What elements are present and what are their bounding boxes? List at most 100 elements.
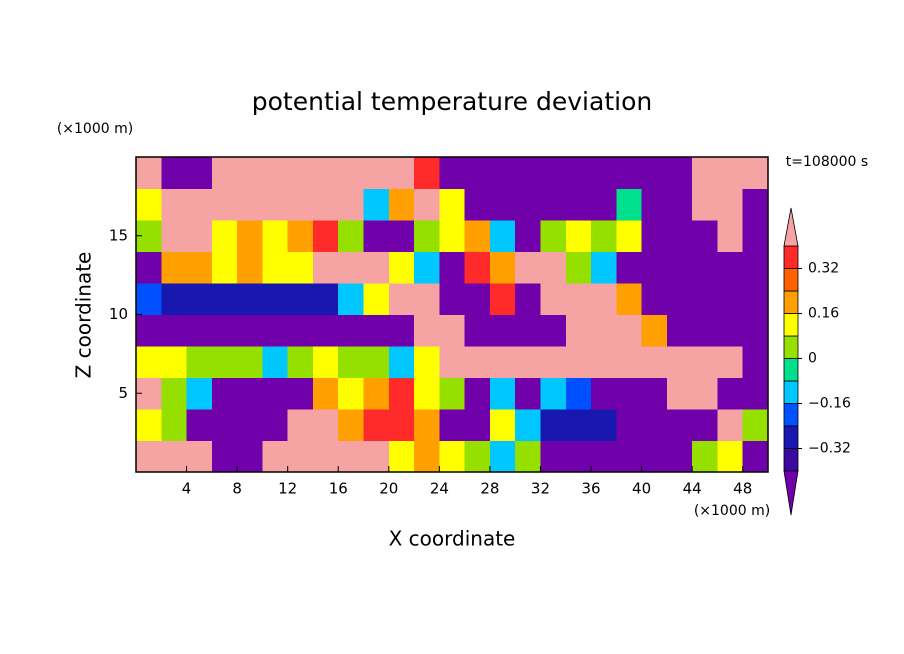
contour-cell xyxy=(616,314,643,347)
contour-cell xyxy=(591,188,617,221)
x-tick-label: 16 xyxy=(329,480,348,498)
contour-cell xyxy=(616,346,643,378)
contour-cell xyxy=(717,346,744,378)
contour-cell xyxy=(515,251,541,284)
x-unit: (×1000 m) xyxy=(694,503,770,519)
contour-cell xyxy=(515,188,541,221)
contour-cell xyxy=(742,314,769,347)
contour-cell xyxy=(717,314,744,347)
contour-cell xyxy=(363,440,390,473)
colorbar-band xyxy=(783,380,799,404)
contour-cell xyxy=(742,377,769,410)
contour-cell xyxy=(641,251,668,284)
contour-cell xyxy=(565,346,592,378)
contour-cell xyxy=(363,377,390,410)
contour-cell xyxy=(363,283,390,315)
contour-cell xyxy=(312,251,339,284)
contour-cell xyxy=(666,188,693,221)
contour-cell xyxy=(540,377,567,410)
x-tick-label: 24 xyxy=(430,480,449,498)
contour-cell xyxy=(388,220,415,252)
contour-cell xyxy=(136,157,162,189)
contour-cell xyxy=(312,188,339,221)
contour-cell xyxy=(666,314,693,347)
contour-cell xyxy=(262,409,289,441)
contour-cell xyxy=(591,409,617,441)
contour-cell xyxy=(464,251,491,284)
contour-cell xyxy=(692,251,718,284)
contour-cell xyxy=(717,283,744,315)
contour-cell xyxy=(136,314,162,347)
contour-cell xyxy=(414,283,440,315)
x-tick-label: 4 xyxy=(182,480,192,498)
y-unit: (×1000 m) xyxy=(57,121,133,137)
contour-cell xyxy=(666,377,693,410)
x-tick-label: 12 xyxy=(278,480,297,498)
contour-cell xyxy=(439,251,466,284)
contour-cell xyxy=(540,188,567,221)
contour-cell xyxy=(489,157,516,189)
contour-cell xyxy=(565,188,592,221)
contour-cell xyxy=(161,220,188,252)
contour-cell xyxy=(591,220,617,252)
contour-cell xyxy=(515,283,541,315)
contour-cell xyxy=(591,377,617,410)
contour-cell xyxy=(666,346,693,378)
contour-cell xyxy=(388,188,415,221)
contour-cell xyxy=(666,409,693,441)
contour-cell xyxy=(287,220,314,252)
contour-cell xyxy=(414,377,440,410)
contour-cell xyxy=(161,251,188,284)
contour-cell xyxy=(515,220,541,252)
contour-cell xyxy=(717,377,744,410)
contour-cell xyxy=(338,314,365,347)
contour-cell xyxy=(742,188,769,221)
contour-cell xyxy=(312,157,339,189)
colorbar-band xyxy=(783,335,799,359)
contour-cell xyxy=(641,188,668,221)
contour-cell xyxy=(388,251,415,284)
contour-cell xyxy=(489,377,516,410)
contour-cell xyxy=(540,220,567,252)
contour-cell xyxy=(591,440,617,473)
contour-cell xyxy=(540,283,567,315)
contour-cell xyxy=(515,409,541,441)
contour-cell xyxy=(287,251,314,284)
contour-cell xyxy=(262,283,289,315)
contour-cell xyxy=(591,283,617,315)
contour-cell xyxy=(717,409,744,441)
colorbar-band xyxy=(783,358,799,382)
contour-cell xyxy=(186,188,213,221)
contour-cell xyxy=(186,157,213,189)
contour-cell xyxy=(312,409,339,441)
contour-cell xyxy=(363,188,390,221)
contour-cell xyxy=(489,440,516,473)
contour-cell xyxy=(338,283,365,315)
contour-cell xyxy=(186,346,213,378)
contour-cell xyxy=(211,440,238,473)
contour-cell xyxy=(439,188,466,221)
contour-cell xyxy=(515,346,541,378)
contour-cell xyxy=(641,157,668,189)
contour-cell xyxy=(237,157,263,189)
contour-cell xyxy=(565,377,592,410)
contour-cell xyxy=(717,251,744,284)
colorbar-band xyxy=(783,403,799,427)
contour-cell xyxy=(692,377,718,410)
contour-cell xyxy=(338,440,365,473)
contour-cell xyxy=(338,377,365,410)
contour-cell xyxy=(312,314,339,347)
contour-cell xyxy=(717,440,744,473)
contour-cell xyxy=(616,409,643,441)
colorbar-band xyxy=(783,290,799,314)
contour-cell xyxy=(287,377,314,410)
contour-cell xyxy=(489,283,516,315)
colorbar-band xyxy=(783,448,799,472)
contour-cell xyxy=(338,220,365,252)
contour-cell xyxy=(515,314,541,347)
contour-cell xyxy=(262,314,289,347)
contour-cell xyxy=(414,157,440,189)
contour-cell xyxy=(565,283,592,315)
x-tick-label: 40 xyxy=(632,480,651,498)
contour-cell xyxy=(641,314,668,347)
